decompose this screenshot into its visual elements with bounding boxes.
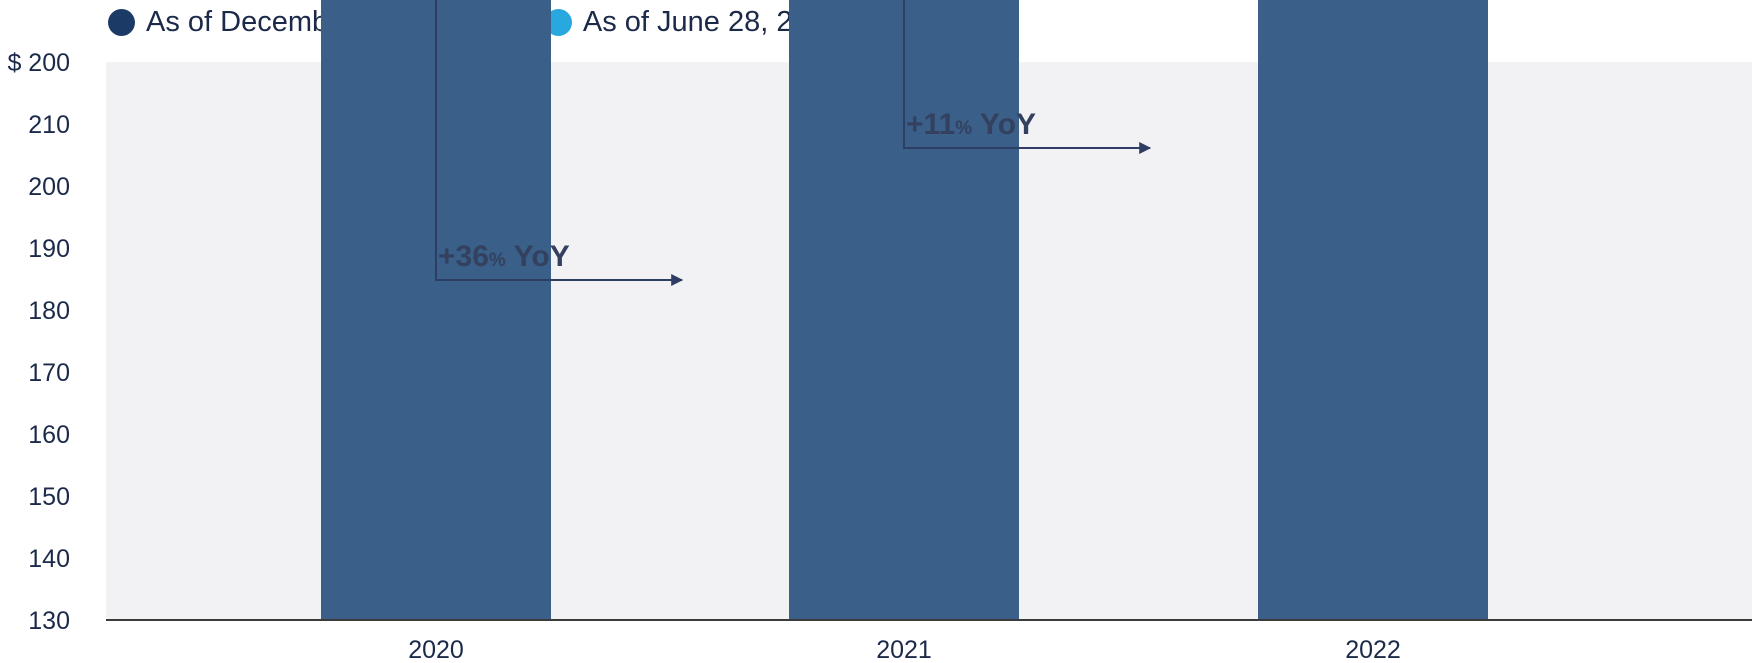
y-tick-label: 150 bbox=[28, 483, 70, 511]
y-tick-label: 180 bbox=[28, 297, 70, 325]
annotation-label: +36% YoY bbox=[438, 240, 570, 273]
x-tick-label: 2022 bbox=[1345, 636, 1401, 663]
y-tick-label: 210 bbox=[28, 111, 70, 139]
legend-swatch-dark-blue bbox=[108, 8, 135, 36]
annotation-label: +11% YoY bbox=[906, 108, 1036, 141]
bar-2022-series-1 bbox=[1258, 0, 1488, 620]
y-tick-label: 140 bbox=[28, 545, 70, 573]
y-tick-label: 160 bbox=[28, 421, 70, 449]
x-tick-label: 2021 bbox=[876, 636, 932, 663]
y-tick-label: 200 bbox=[28, 173, 70, 201]
annotation-arrow bbox=[435, 0, 684, 286]
y-tick-label: 190 bbox=[28, 235, 70, 263]
x-tick-label: 2020 bbox=[408, 636, 464, 663]
y-tick-label: 130 bbox=[28, 607, 70, 635]
y-tick-label: 170 bbox=[28, 359, 70, 387]
annotation-arrow bbox=[903, 0, 1152, 154]
y-tick-label: $ 200 bbox=[7, 49, 70, 77]
